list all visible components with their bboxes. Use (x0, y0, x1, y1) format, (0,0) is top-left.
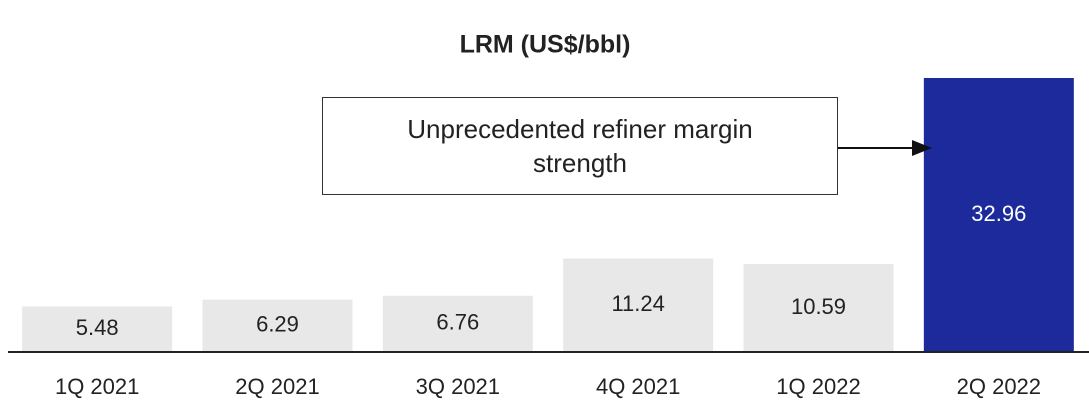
x-tick-label: 1Q 2022 (776, 374, 860, 399)
bar (382, 295, 533, 352)
bar (22, 306, 173, 352)
x-tick-label: 2Q 2021 (235, 374, 319, 399)
annotation: Unprecedented refiner margin strength (322, 97, 838, 195)
bar (202, 299, 353, 352)
x-tick-label: 4Q 2021 (596, 374, 680, 399)
x-tick-label: 1Q 2021 (55, 374, 139, 399)
chart-title: LRM (US$/bbl) (460, 31, 631, 59)
value-label: 6.29 (256, 312, 299, 337)
x-tick-label: 3Q 2021 (416, 374, 500, 399)
value-label: 5.48 (76, 315, 119, 340)
bar (563, 258, 714, 352)
value-label: 11.24 (611, 291, 664, 316)
bar (923, 78, 1074, 352)
bar (743, 263, 894, 352)
value-label: 10.59 (791, 294, 846, 319)
value-label: 6.76 (436, 310, 479, 335)
value-label: 32.96 (971, 201, 1026, 226)
x-tick-label: 2Q 2022 (957, 374, 1041, 399)
